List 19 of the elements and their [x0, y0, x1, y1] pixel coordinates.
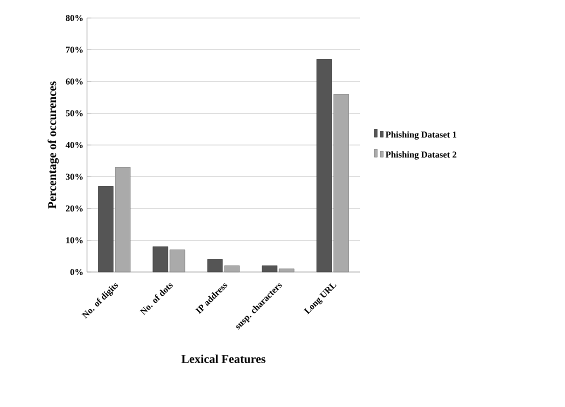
bar — [98, 186, 114, 272]
bar — [207, 259, 223, 272]
y-tick-label: 20% — [66, 205, 83, 212]
y-tick-label: 0% — [70, 268, 83, 276]
bar — [152, 246, 168, 272]
y-tick-label: 60% — [66, 78, 83, 85]
y-tick-label: 50% — [66, 110, 83, 116]
y-axis-title: Percentage of occurences — [48, 81, 59, 209]
legend-label: Phishing Dataset 2 — [386, 151, 456, 160]
y-tick-label: 80% — [66, 14, 83, 22]
y-tick-label: 70% — [66, 46, 83, 53]
x-tick-label: No. of dots — [140, 283, 173, 316]
bar — [316, 59, 332, 272]
bar — [262, 265, 278, 272]
legend-label: Phishing Dataset 1 — [386, 131, 456, 140]
y-tick-label: 10% — [66, 237, 83, 244]
y-tick-label: 30% — [66, 174, 83, 180]
x-axis-title: Lexical Features — [181, 354, 266, 364]
y-tick-label: 40% — [66, 142, 83, 148]
